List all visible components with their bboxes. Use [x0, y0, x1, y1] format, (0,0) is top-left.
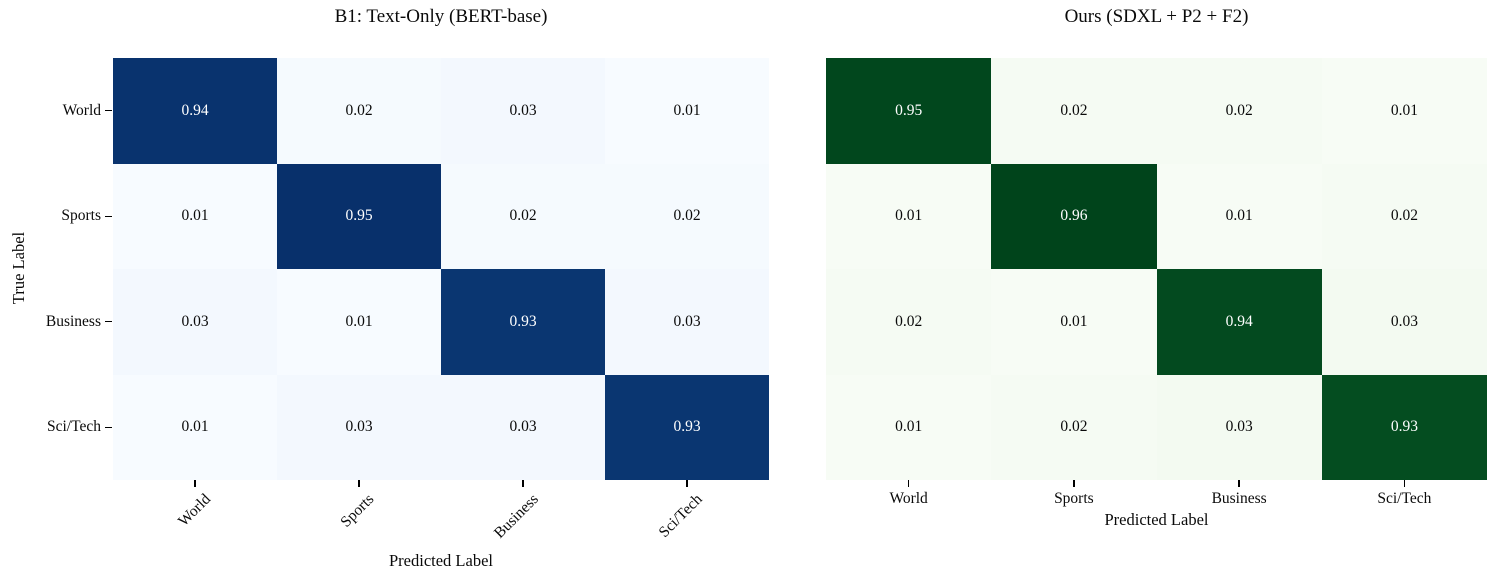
heatmap-cell: 0.01	[113, 374, 277, 480]
right-xaxis-label: Predicted Label	[1104, 510, 1209, 529]
heatmap-cell: 0.93	[605, 374, 769, 480]
y-tick-mark	[105, 426, 112, 428]
heatmap-cell: 0.01	[1321, 58, 1487, 164]
y-tick-label: Sports	[61, 207, 101, 225]
heatmap-cell: 0.93	[441, 269, 605, 375]
heatmap-cell: 0.03	[605, 269, 769, 375]
x-tick-label: Sci/Tech	[1377, 490, 1432, 507]
heatmap-cell: 0.95	[826, 58, 992, 164]
heatmap-cell: 0.94	[1156, 269, 1322, 375]
x-tick-mark	[194, 480, 196, 487]
heatmap-cell: 0.01	[277, 269, 441, 375]
y-tick-label: Sci/Tech	[46, 418, 101, 436]
heatmap-cell: 0.02	[605, 163, 769, 269]
heatmap-cell: 0.03	[441, 374, 605, 480]
x-tick-mark	[686, 480, 688, 487]
x-tick-label: Sports	[1054, 490, 1094, 507]
heatmap-cell: 0.02	[991, 58, 1157, 164]
heatmap-cell: 0.03	[1156, 374, 1322, 480]
heatmap-cell: 0.95	[277, 163, 441, 269]
heatmap-cell: 0.03	[113, 269, 277, 375]
x-tick-mark	[1238, 480, 1240, 487]
heatmap-cell: 0.02	[1321, 163, 1487, 269]
y-tick-label: Business	[45, 312, 101, 330]
heatmap-cell: 0.02	[991, 374, 1157, 480]
heatmap-cell: 0.03	[441, 58, 605, 164]
x-tick-label: World	[889, 490, 928, 507]
right-heatmap: 0.95 0.02 0.02 0.01 0.01 0.96 0.01 0.02 0.02 0.01…	[826, 58, 1487, 480]
heatmap-cell: 0.96	[991, 163, 1157, 269]
heatmap-cell: 0.01	[113, 163, 277, 269]
heatmap-cell: 0.02	[826, 269, 992, 375]
heatmap-cell: 0.01	[826, 163, 992, 269]
x-tick-label: Sci/Tech	[655, 490, 706, 541]
y-tick-mark	[105, 110, 112, 112]
heatmap-cell: 0.01	[991, 269, 1157, 375]
left-xaxis-label: Predicted Label	[389, 551, 493, 570]
heatmap-cell: 0.93	[1321, 374, 1487, 480]
true-label-axis-title: True Label	[9, 231, 28, 305]
heatmap-cell: 0.02	[277, 58, 441, 164]
y-tick-mark	[105, 321, 112, 323]
x-tick-mark	[1403, 480, 1406, 487]
heatmap-cell: 0.03	[277, 374, 441, 480]
heatmap-cell: 0.94	[113, 58, 277, 164]
y-tick-mark	[105, 215, 112, 217]
right-panel-title: Ours (SDXL + P2 + F2)	[1064, 6, 1249, 27]
x-tick-mark	[358, 480, 360, 487]
left-heatmap: 0.94 0.02 0.03 0.01 0.01 0.95 0.02 0.02 0.03 0.01…	[113, 58, 769, 480]
x-tick-label: Sports	[337, 490, 378, 531]
left-yaxis-label-wrap: True Label	[9, 232, 29, 304]
x-tick-label: Business	[490, 490, 542, 542]
heatmap-cell: 0.01	[826, 374, 992, 480]
heatmap-cell: 0.02	[441, 163, 605, 269]
y-tick-label: World	[62, 101, 101, 119]
heatmap-cell: 0.03	[1321, 269, 1487, 375]
x-tick-mark	[522, 480, 524, 487]
x-tick-mark	[1073, 480, 1075, 487]
x-tick-label: World	[174, 490, 214, 530]
left-panel-title: B1: Text-Only (BERT-base)	[334, 6, 548, 27]
heatmap-cell: 0.01	[1156, 163, 1322, 269]
x-tick-label: Business	[1211, 490, 1267, 507]
x-tick-mark	[907, 480, 910, 487]
heatmap-cell: 0.01	[605, 58, 769, 164]
heatmap-cell: 0.02	[1156, 58, 1322, 164]
